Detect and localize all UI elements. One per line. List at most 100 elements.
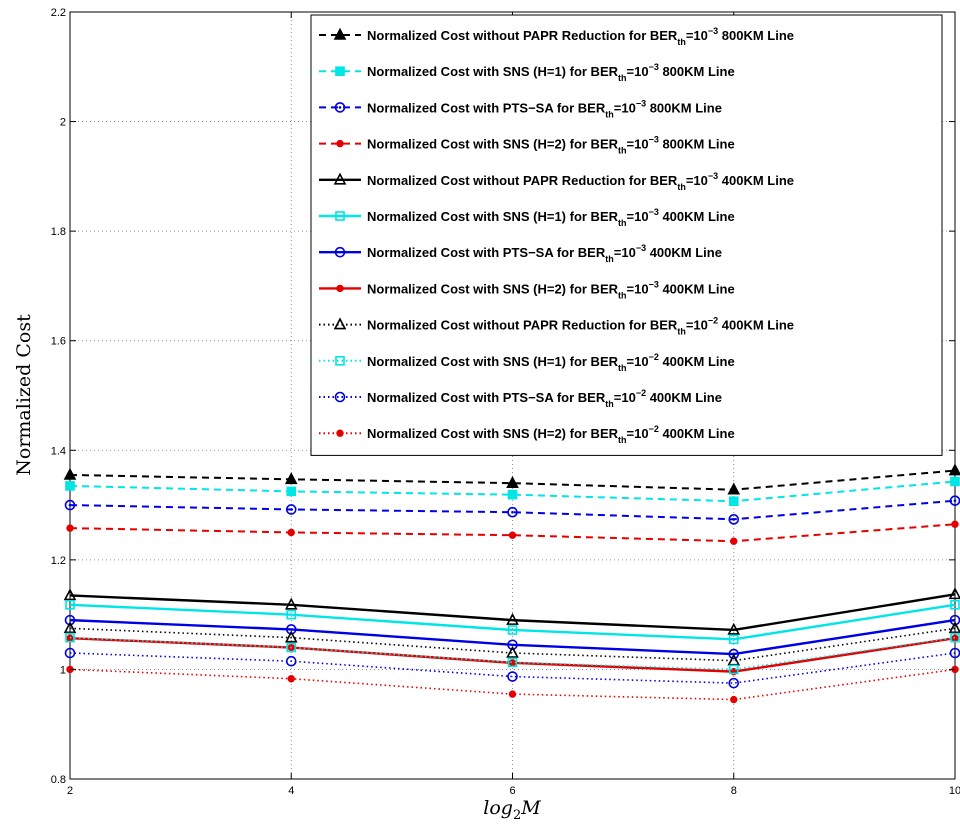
series-line bbox=[69, 668, 956, 701]
data-point bbox=[64, 647, 76, 659]
data-point bbox=[948, 463, 960, 476]
data-point bbox=[287, 675, 295, 683]
series-10 bbox=[65, 632, 960, 675]
series-1 bbox=[63, 463, 960, 495]
data-point bbox=[285, 504, 297, 515]
series-line bbox=[69, 499, 956, 521]
data-point bbox=[285, 655, 297, 667]
legend-entry: Normalized Cost with SNS (H=2) for BERth… bbox=[319, 279, 735, 300]
series-5 bbox=[63, 587, 960, 635]
data-point bbox=[728, 496, 739, 507]
y-tick-label: 2 bbox=[60, 117, 66, 129]
data-point bbox=[507, 639, 518, 651]
legend-marker bbox=[335, 355, 345, 366]
series-line bbox=[69, 618, 956, 656]
data-point bbox=[506, 475, 519, 488]
data-point bbox=[284, 597, 298, 610]
series-11 bbox=[64, 647, 960, 689]
x-tick-label: 10 bbox=[949, 785, 960, 797]
legend-entry: Normalized Cost without PAPR Reduction f… bbox=[319, 26, 794, 47]
data-point bbox=[284, 630, 298, 643]
legend-entry: Normalized Cost with SNS (H=2) for BERth… bbox=[319, 135, 735, 156]
data-point bbox=[65, 632, 75, 643]
legend-entry: Normalized Cost with SNS (H=1) for BERth… bbox=[319, 352, 735, 373]
data-point bbox=[950, 476, 960, 487]
data-point bbox=[951, 520, 959, 528]
series-line bbox=[69, 523, 956, 543]
legend-marker bbox=[334, 102, 346, 113]
data-point bbox=[728, 634, 739, 645]
data-point bbox=[506, 645, 519, 658]
data-point bbox=[508, 690, 517, 698]
data-point bbox=[63, 621, 77, 634]
data-point bbox=[948, 587, 960, 600]
data-point bbox=[66, 524, 74, 532]
x-tick-label: 2 bbox=[67, 785, 73, 797]
data-point bbox=[951, 634, 959, 642]
series-group bbox=[63, 463, 960, 704]
series-line bbox=[69, 593, 956, 632]
legend-label: Normalized Cost with SNS (H=1) for BERth… bbox=[367, 207, 735, 228]
x-tick-label: 6 bbox=[509, 785, 515, 797]
data-point bbox=[950, 632, 960, 643]
data-point bbox=[63, 588, 77, 601]
series-line bbox=[69, 636, 956, 671]
legend-entry: Normalized Cost with PTS−SA for BERth=10… bbox=[319, 243, 722, 264]
legend-label: Normalized Cost without PAPR Reduction f… bbox=[367, 316, 794, 337]
data-point bbox=[285, 624, 297, 635]
series-line bbox=[69, 480, 956, 503]
legend-entry: Normalized Cost with SNS (H=1) for BERth… bbox=[319, 207, 735, 228]
series-6 bbox=[65, 599, 960, 645]
legend-entry: Normalized Cost with PTS−SA for BERth=10… bbox=[319, 98, 722, 119]
data-point bbox=[284, 472, 298, 485]
data-point bbox=[64, 499, 76, 511]
data-point bbox=[507, 506, 518, 518]
data-point bbox=[507, 657, 518, 668]
legend-label: Normalized Cost with PTS−SA for BERth=10… bbox=[367, 243, 722, 264]
y-tick-label: 0.8 bbox=[51, 774, 66, 786]
y-axis-label: Normalized Cost bbox=[13, 314, 35, 476]
legend-label: Normalized Cost without PAPR Reduction f… bbox=[367, 26, 794, 47]
data-point bbox=[506, 612, 519, 625]
x-axis-ticks: 2 4 6 8 10 bbox=[67, 12, 960, 797]
y-tick-label: 1.4 bbox=[51, 445, 66, 457]
data-point bbox=[728, 648, 740, 660]
y-tick-label: 1.8 bbox=[51, 226, 66, 238]
legend-label: Normalized Cost without PAPR Reduction f… bbox=[367, 171, 794, 192]
data-point bbox=[65, 481, 75, 491]
legend-label: Normalized Cost with SNS (H=2) for BERth… bbox=[367, 279, 735, 300]
legend-label: Normalized Cost with PTS−SA for BERth=10… bbox=[367, 98, 722, 119]
data-point bbox=[64, 614, 76, 626]
series-4 bbox=[66, 520, 959, 545]
legend-label: Normalized Cost with SNS (H=1) for BERth… bbox=[367, 62, 735, 83]
data-point bbox=[727, 622, 741, 635]
y-axis-ticks: 0.8 1 1.2 1.4 1.6 1.8 2 2.2 bbox=[51, 7, 955, 786]
data-point bbox=[728, 677, 740, 689]
series-line bbox=[69, 603, 956, 641]
y-tick-label: 1.6 bbox=[51, 336, 66, 348]
series-9 bbox=[63, 621, 960, 666]
legend-entry: Normalized Cost with SNS (H=1) for BERth… bbox=[319, 62, 735, 83]
legend-marker bbox=[333, 27, 347, 40]
legend-marker bbox=[335, 66, 345, 76]
data-point bbox=[507, 489, 518, 500]
legend-entry: Normalized Cost without PAPR Reduction f… bbox=[319, 171, 794, 192]
series-7 bbox=[64, 614, 960, 660]
data-point bbox=[286, 486, 297, 497]
series-line bbox=[69, 652, 956, 684]
legend-label: Normalized Cost with SNS (H=2) for BERth… bbox=[367, 135, 735, 156]
data-point bbox=[65, 599, 75, 610]
legend-marker bbox=[333, 317, 347, 330]
data-point bbox=[286, 642, 297, 653]
data-point bbox=[507, 671, 518, 682]
data-point bbox=[287, 528, 295, 537]
data-point bbox=[728, 664, 739, 675]
x-tick-label: 4 bbox=[288, 785, 294, 797]
legend-entry: Normalized Cost with SNS (H=2) for BERth… bbox=[319, 424, 735, 445]
data-point bbox=[730, 695, 738, 704]
legend-marker bbox=[335, 211, 345, 221]
legend-label: Normalized Cost with PTS−SA for BERth=10… bbox=[367, 388, 722, 409]
data-point bbox=[728, 514, 740, 525]
data-point bbox=[507, 625, 518, 635]
legend-marker bbox=[334, 246, 346, 258]
